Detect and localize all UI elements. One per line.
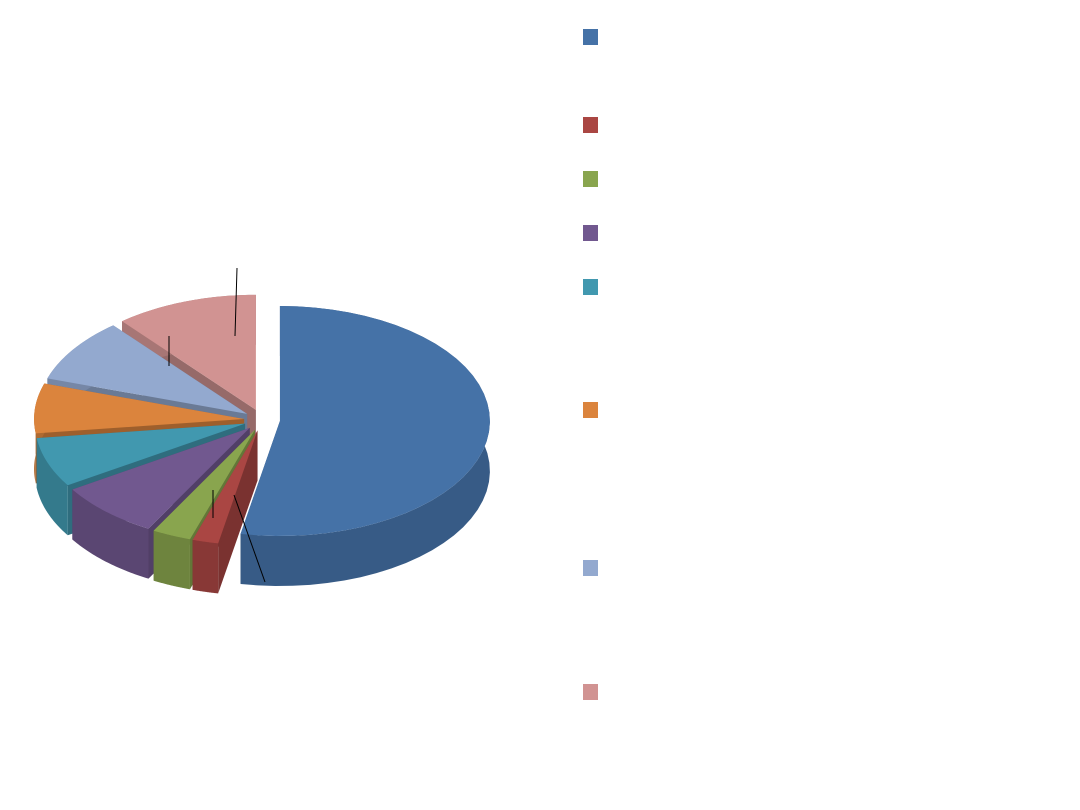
- legend-swatch: [583, 560, 598, 576]
- slice-top: [36, 423, 246, 486]
- slice-side: [153, 530, 190, 590]
- pie: [34, 294, 490, 594]
- slice-top: [240, 306, 490, 536]
- slice-top: [34, 383, 245, 434]
- legend-swatch: [583, 171, 598, 187]
- slice-side: [36, 438, 68, 536]
- slice-top: [72, 427, 250, 529]
- slice-top: [153, 429, 255, 540]
- slice-top: [122, 294, 256, 410]
- leader-line: [233, 494, 266, 583]
- slice-top: [47, 325, 248, 414]
- legend: [583, 29, 598, 700]
- slice: [240, 306, 490, 586]
- slice: [192, 430, 258, 594]
- legend-swatch: [583, 279, 598, 295]
- legend-swatch: [583, 684, 598, 700]
- slice-side: [192, 539, 219, 594]
- legend-swatch: [583, 29, 598, 45]
- leader-line: [234, 267, 238, 337]
- slice-top: [192, 430, 258, 544]
- legend-swatch: [583, 402, 598, 418]
- slice-side: [72, 489, 149, 579]
- legend-swatch: [583, 117, 598, 133]
- legend-swatch: [583, 225, 598, 241]
